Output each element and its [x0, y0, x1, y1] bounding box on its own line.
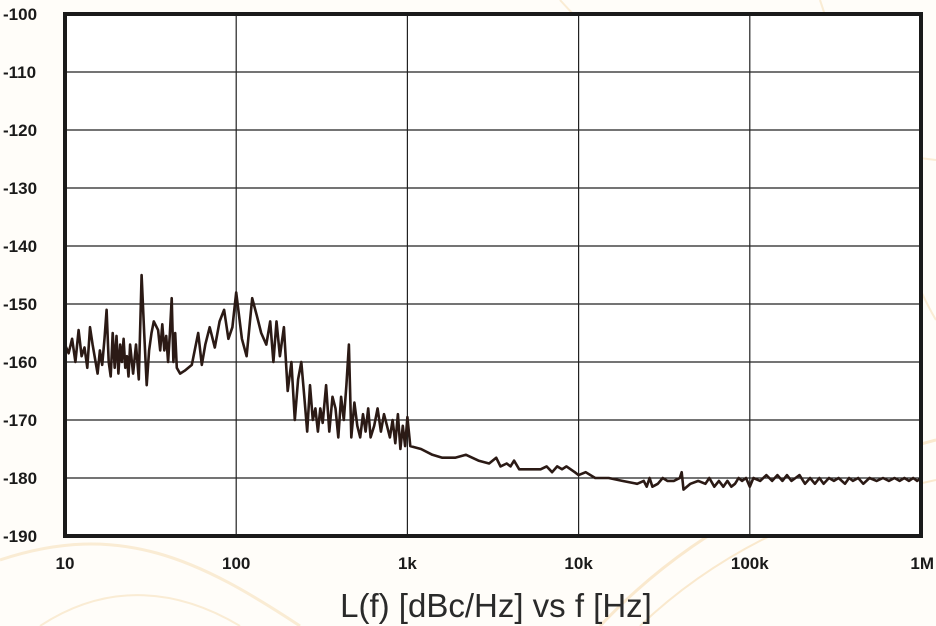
series-layer — [63, 273, 922, 491]
x-tick-label: 10k — [564, 554, 593, 573]
series-line — [63, 273, 922, 491]
x-tick-label: 100k — [731, 554, 769, 573]
x-tick-label: 1k — [398, 554, 417, 573]
x-tick-label: 1M — [910, 554, 934, 573]
y-tick-label: -140 — [3, 237, 37, 256]
y-tick-label: -180 — [3, 469, 37, 488]
y-tick-label: -120 — [3, 121, 37, 140]
y-tick-label: -100 — [3, 5, 37, 24]
x-axis-ticks: 10 100 1k 10k 100k 1M — [56, 554, 934, 573]
y-tick-label: -110 — [3, 63, 36, 82]
x-tick-label: 100 — [222, 554, 250, 573]
plot-area — [65, 14, 921, 536]
y-tick-label: -190 — [3, 527, 37, 546]
chart-title: L(f) [dBc/Hz] vs f [Hz] — [340, 587, 652, 624]
y-axis-ticks: -100 -110 -120 -130 -140 -150 -160 -170 -180 -190 — [3, 5, 37, 546]
x-tick-label: 10 — [56, 554, 75, 573]
plot-frame — [63, 12, 923, 538]
y-tick-label: -150 — [3, 295, 37, 314]
plot-background — [65, 14, 921, 536]
y-tick-label: -160 — [3, 353, 37, 372]
y-tick-label: -170 — [3, 411, 37, 430]
y-tick-label: -130 — [3, 179, 37, 198]
frame-border — [63, 12, 923, 538]
